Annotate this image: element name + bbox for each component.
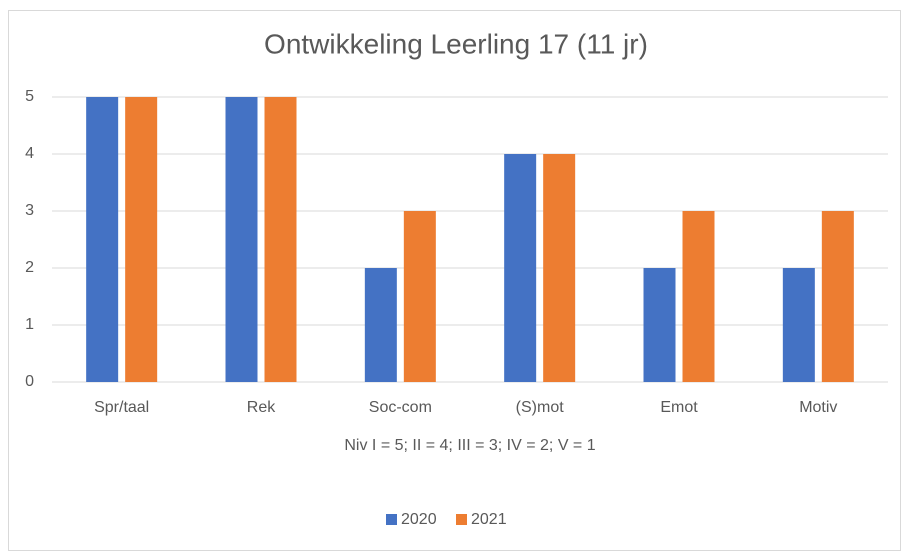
bar (86, 97, 119, 382)
legend-swatch (456, 514, 467, 525)
y-tick-label: 1 (25, 316, 34, 333)
legend-label: 2020 (401, 511, 437, 528)
bar (264, 97, 297, 382)
bar (364, 268, 397, 382)
x-tick-label: Soc-com (369, 399, 432, 416)
bar (782, 268, 815, 382)
bar (543, 154, 576, 382)
x-tick-label: Rek (247, 399, 276, 416)
x-tick-label: (S)mot (516, 399, 565, 416)
bar (504, 154, 537, 382)
y-tick-label: 0 (25, 373, 34, 390)
bar (821, 211, 854, 382)
x-tick-label: Spr/taal (94, 399, 149, 416)
y-tick-label: 4 (25, 145, 34, 162)
legend-label: 2021 (471, 511, 507, 528)
y-tick-label: 5 (25, 88, 34, 105)
chart-title: Ontwikkeling Leerling 17 (11 jr) (264, 28, 648, 59)
x-axis-label: Niv I = 5; II = 4; III = 3; IV = 2; V = … (344, 437, 595, 454)
bar (682, 211, 715, 382)
bar (125, 97, 158, 382)
y-tick-label: 3 (25, 202, 34, 219)
x-tick-label: Motiv (799, 399, 837, 416)
bar (225, 97, 258, 382)
y-tick-label: 2 (25, 259, 34, 276)
legend-swatch (386, 514, 397, 525)
chart-border (8, 10, 901, 551)
bar (643, 268, 676, 382)
x-tick-label: Emot (660, 399, 698, 416)
bar (403, 211, 436, 382)
